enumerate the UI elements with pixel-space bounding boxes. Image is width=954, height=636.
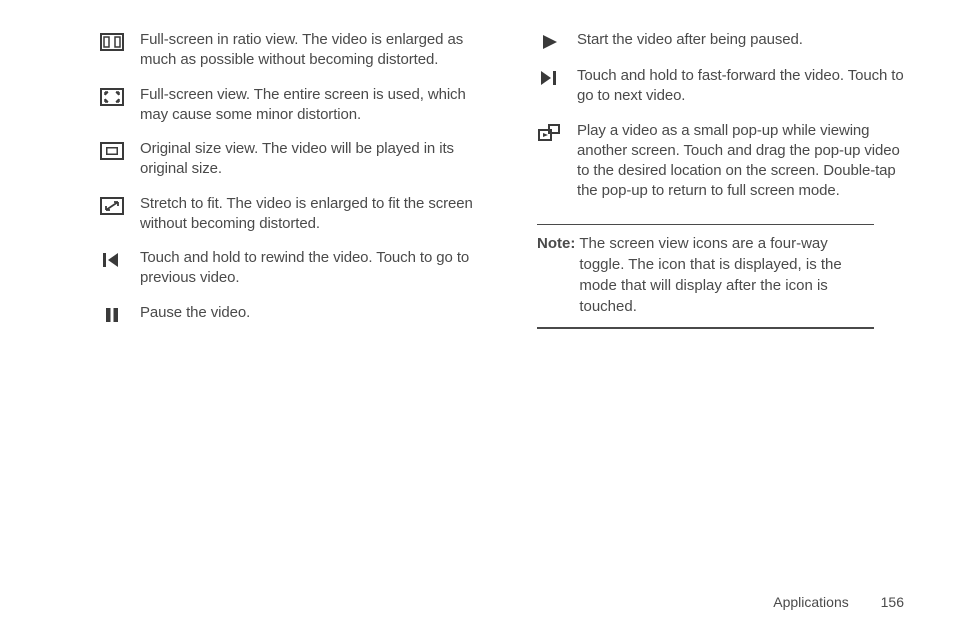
full-icon [100, 85, 140, 107]
footer-page-number: 156 [881, 594, 904, 610]
right-items: Start the video after being paused. Touc… [537, 30, 914, 202]
left-item: Touch and hold to rewind the video. Touc… [100, 248, 477, 289]
rewind-icon [100, 248, 140, 270]
item-description: Full-screen in ratio view. The video is … [140, 30, 477, 71]
right-item: Touch and hold to fast-forward the video… [537, 66, 914, 107]
left-item: Pause the video. [100, 303, 477, 325]
item-description: Full-screen view. The entire screen is u… [140, 85, 477, 126]
content-columns: Full-screen in ratio view. The video is … [0, 0, 954, 339]
left-item: Full-screen view. The entire screen is u… [100, 85, 477, 126]
page-footer: Applications 156 [773, 594, 904, 610]
right-column: Start the video after being paused. Touc… [537, 30, 914, 339]
item-description: Stretch to fit. The video is enlarged to… [140, 194, 477, 235]
right-item: Start the video after being paused. [537, 30, 914, 52]
right-item: Play a video as a small pop-up while vie… [537, 121, 914, 202]
item-description: Touch and hold to rewind the video. Touc… [140, 248, 477, 289]
item-description: Start the video after being paused. [577, 30, 803, 50]
left-item: Stretch to fit. The video is enlarged to… [100, 194, 477, 235]
left-item: Full-screen in ratio view. The video is … [100, 30, 477, 71]
note-rule-bottom [537, 327, 874, 329]
footer-section: Applications [773, 594, 849, 610]
note-label: Note: [537, 233, 579, 317]
note-rule-top [537, 224, 874, 225]
pause-icon [100, 303, 140, 325]
stretch-icon [100, 194, 140, 216]
left-column: Full-screen in ratio view. The video is … [100, 30, 477, 339]
left-item: Original size view. The video will be pl… [100, 139, 477, 180]
item-description: Original size view. The video will be pl… [140, 139, 477, 180]
item-description: Play a video as a small pop-up while vie… [577, 121, 914, 202]
ratio-icon [100, 30, 140, 52]
original-icon [100, 139, 140, 161]
item-description: Touch and hold to fast-forward the video… [577, 66, 914, 107]
note-body: The screen view icons are a four-way tog… [579, 233, 874, 317]
item-description: Pause the video. [140, 303, 250, 323]
popup-icon [537, 121, 577, 143]
note-block: Note: The screen view icons are a four-w… [537, 233, 914, 317]
forward-icon [537, 66, 577, 88]
play-icon [537, 30, 577, 52]
manual-page: Full-screen in ratio view. The video is … [0, 0, 954, 636]
